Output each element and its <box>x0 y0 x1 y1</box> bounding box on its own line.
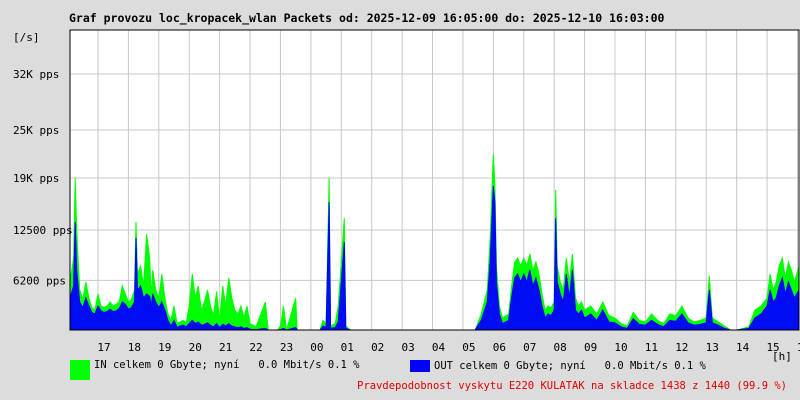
legend-in: IN celkem 0 Gbyte; nyní 0.0 Mbit/s 0.1 % <box>70 359 360 380</box>
x-tick-label: 16 <box>797 341 800 354</box>
x-tick-label: 05 <box>462 341 475 354</box>
y-axis-label: [/s] <box>13 31 40 44</box>
x-tick-label: 09 <box>584 341 597 354</box>
x-tick-label: 17 <box>97 341 110 354</box>
legend-out-swatch <box>410 360 430 372</box>
x-tick-label: 14 <box>736 341 750 354</box>
grid-lines <box>70 30 799 330</box>
x-tick-label: 18 <box>128 341 141 354</box>
x-tick-label: 19 <box>158 341 171 354</box>
y-tick-label: 19K pps <box>13 172 59 185</box>
x-tick-label: 06 <box>493 341 506 354</box>
legend-out: OUT celkem 0 Gbyte; nyní 0.0 Mbit/s 0.1 … <box>410 360 706 372</box>
x-tick-label: 03 <box>401 341 414 354</box>
x-axis-ticks: 17 18 19 20 21 22 23 00 01 02 03 04 05 06 07 08 09 10 11 12… <box>97 341 800 354</box>
y-tick-label: 25K pps <box>13 124 59 137</box>
x-tick-label: 02 <box>371 341 384 354</box>
chart-title: Graf provozu loc_kropacek_wlan Packets o… <box>69 11 665 25</box>
legend-in-text: IN celkem 0 Gbyte; nyní 0.0 Mbit/s 0.1 % <box>94 359 360 371</box>
x-tick-label: 13 <box>706 341 719 354</box>
x-tick-label: 04 <box>432 341 446 354</box>
legend-out-text: OUT celkem 0 Gbyte; nyní 0.0 Mbit/s 0.1 … <box>434 360 706 372</box>
x-tick-label: 12 <box>675 341 688 354</box>
x-tick-label: 21 <box>219 341 232 354</box>
footer-note: Pravdepodobnost vyskytu E220 KULATAK na … <box>357 380 787 392</box>
plot-background <box>70 30 800 330</box>
x-tick-label: 08 <box>554 341 567 354</box>
series-out-area <box>69 185 800 331</box>
y-tick-label: 32K pps <box>13 68 59 81</box>
x-tick-label: 11 <box>645 341 658 354</box>
x-tick-label: 22 <box>249 341 262 354</box>
y-tick-label: 12500 pps <box>13 224 73 237</box>
series-layer <box>69 153 800 331</box>
plot-frame <box>69 29 800 331</box>
x-tick-label: 00 <box>310 341 323 354</box>
x-tick-label: 01 <box>341 341 354 354</box>
x-tick-label: 10 <box>614 341 627 354</box>
y-axis-ticks: 6200 pps 12500 pps 19K pps 25K pps 32K pps <box>13 68 73 287</box>
x-tick-label: 20 <box>189 341 202 354</box>
x-axis-label: [h] <box>772 350 792 363</box>
legend-in-swatch <box>70 360 90 380</box>
y-tick-label: 6200 pps <box>13 274 66 287</box>
x-tick-label: 23 <box>280 341 293 354</box>
x-tick-label: 07 <box>523 341 536 354</box>
x-tick-label: 15 <box>766 341 779 354</box>
